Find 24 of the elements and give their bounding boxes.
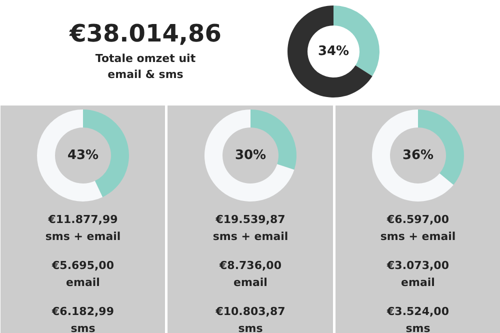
text: €5.695,00 <box>51 259 114 272</box>
text: €11.877,99 <box>47 213 118 226</box>
text: Totale omzet uit email & sms <box>95 52 196 81</box>
text: 34% <box>318 44 350 59</box>
text: email <box>66 276 100 289</box>
text: sms + email <box>380 230 456 243</box>
text: €8.736,00 <box>218 259 282 272</box>
text: sms <box>406 322 431 333</box>
text: email <box>401 276 435 289</box>
text: €6.597,00 <box>386 213 450 226</box>
text: 43% <box>67 148 99 163</box>
text: €10.803,87 <box>214 305 286 318</box>
text: sms + email <box>212 230 288 243</box>
text: €3.073,00 <box>386 259 450 272</box>
text: €6.182,99 <box>51 305 114 318</box>
text: €3.524,00 <box>386 305 450 318</box>
text: 30% <box>234 148 266 163</box>
text: 36% <box>402 148 434 163</box>
text: €19.539,87 <box>214 213 286 226</box>
text: sms <box>238 322 264 333</box>
text: €38.014,86 <box>68 20 222 48</box>
text: sms + email <box>45 230 121 243</box>
text: sms <box>70 322 96 333</box>
text: email <box>234 276 268 289</box>
